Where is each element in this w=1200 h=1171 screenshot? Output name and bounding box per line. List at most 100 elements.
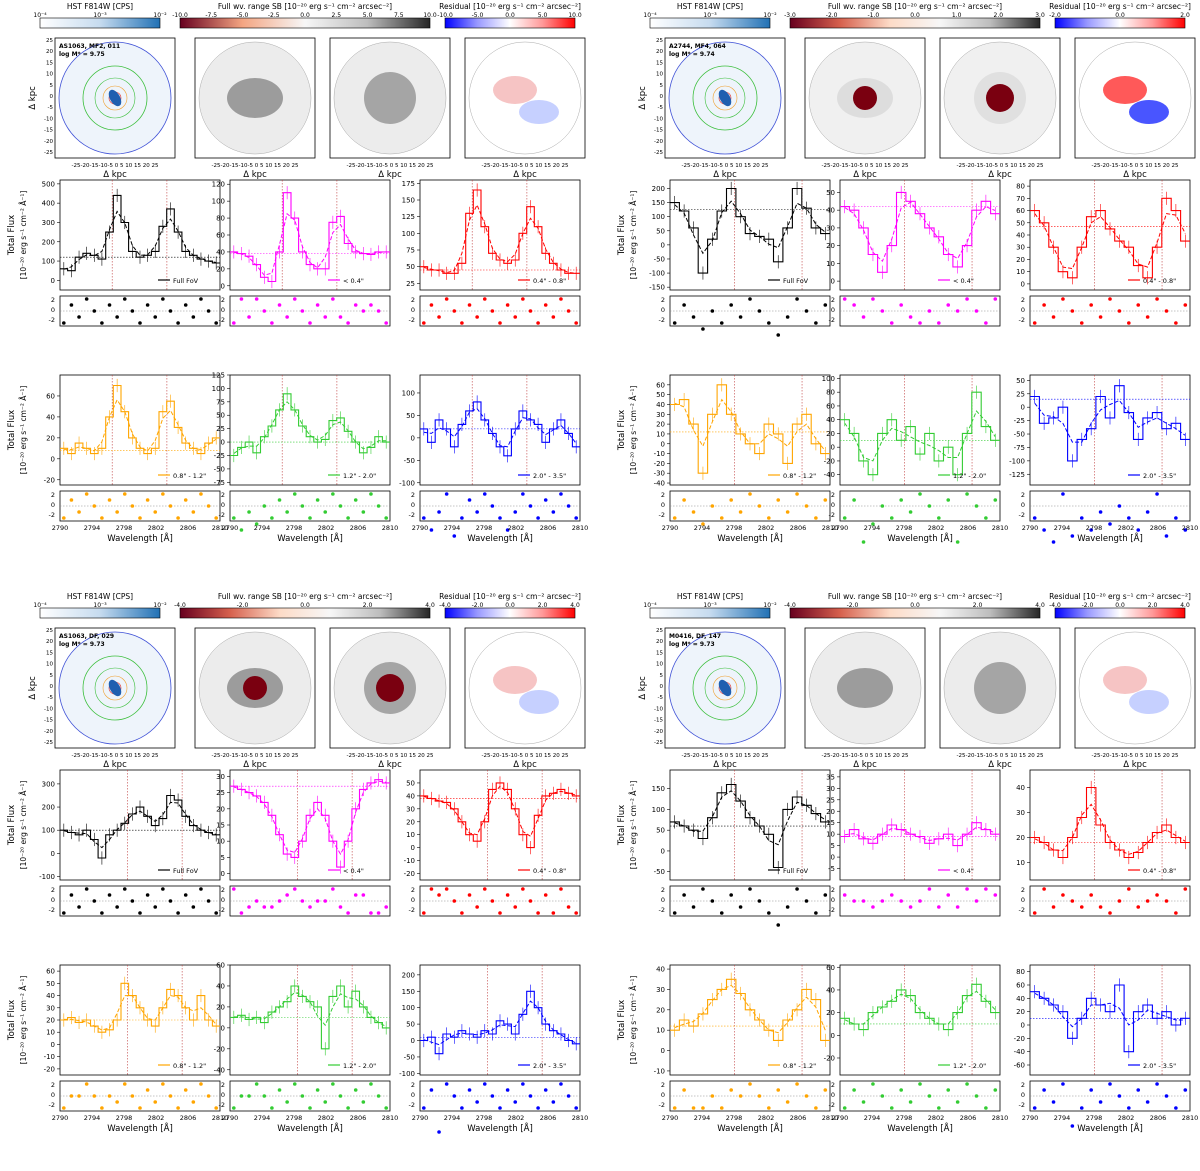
colorbar-title: Full wv. range SB [10⁻²⁰ erg s⁻¹ cm⁻² ar… bbox=[828, 2, 1002, 11]
residual-point bbox=[551, 1100, 556, 1104]
residual-point bbox=[308, 1106, 312, 1110]
residual-tick-label: 0 bbox=[51, 1091, 55, 1099]
residual-point bbox=[239, 911, 244, 915]
y-tick-label: 0 bbox=[411, 844, 415, 852]
wave-tick-label: 2802 bbox=[318, 524, 335, 532]
y-tick-label: 0 bbox=[221, 1024, 225, 1032]
wave-tick-label: 2794 bbox=[694, 524, 711, 532]
y-tick-label: -50 bbox=[654, 255, 665, 263]
residual-point bbox=[338, 905, 343, 909]
y-tick-label: 20 bbox=[826, 242, 835, 250]
residual-point bbox=[107, 498, 112, 502]
map-panel-4: -25-20-15-10-5 0 5 10 15 20 25Δ kpc bbox=[464, 627, 586, 770]
residual-point bbox=[270, 905, 274, 909]
residual-point bbox=[92, 309, 97, 313]
y-tick-label: 50 bbox=[1016, 219, 1025, 227]
residual-point bbox=[292, 297, 297, 301]
wave-x-label: Wavelength [Å] bbox=[717, 1122, 783, 1134]
residual-point bbox=[1117, 1094, 1122, 1098]
y-tick-label: -100 bbox=[399, 479, 415, 487]
y-tick-label: 20 bbox=[216, 805, 225, 813]
colorbar-title: HST F814W [CPS] bbox=[67, 592, 133, 601]
legend-label: 1.2" - 2.0" bbox=[343, 1062, 376, 1070]
wave-tick-label: 2810 bbox=[382, 524, 399, 532]
y-tick-label: -20 bbox=[1014, 1035, 1025, 1043]
residual-point bbox=[574, 321, 578, 325]
residual-point bbox=[1108, 1082, 1112, 1086]
y-tick-label: 20 bbox=[406, 818, 415, 826]
y-tick-label: 125 bbox=[212, 372, 225, 380]
residual-point bbox=[460, 321, 464, 325]
wave-tick-label: 2794 bbox=[254, 1114, 271, 1122]
residual-tick-label: -2 bbox=[219, 1101, 225, 1109]
residual-point bbox=[130, 309, 135, 313]
y-tick-label: 100 bbox=[402, 230, 415, 238]
y-tick-label: 10 bbox=[46, 1029, 55, 1037]
residual-point bbox=[346, 1106, 350, 1110]
residual-point bbox=[691, 510, 696, 514]
y-tick-label: 80 bbox=[216, 215, 225, 223]
y-tick-label: 0 bbox=[661, 241, 665, 249]
residual-point bbox=[437, 315, 441, 319]
residual-point bbox=[292, 1082, 297, 1086]
wave-tick-label: 2794 bbox=[84, 1114, 101, 1122]
residual-point bbox=[710, 1094, 715, 1098]
y-tick-label: 0 bbox=[221, 439, 225, 447]
residual-point bbox=[748, 1082, 752, 1086]
residual-point bbox=[1174, 516, 1178, 520]
y-tick-label: 35 bbox=[826, 773, 835, 781]
wave-tick-label: 2798 bbox=[286, 1114, 303, 1122]
residual-point bbox=[115, 1100, 119, 1104]
residual-point bbox=[338, 315, 343, 319]
y-tick-label: 20 bbox=[46, 1017, 55, 1025]
legend-label: Full FoV bbox=[783, 867, 809, 875]
residual-point bbox=[852, 303, 856, 307]
galaxy-label: M0416, DF, 147 bbox=[669, 633, 721, 640]
legend-label: 2.0" - 3.5" bbox=[1143, 1062, 1176, 1070]
residual-point bbox=[889, 321, 894, 325]
residual-tick-label: -2 bbox=[409, 316, 415, 324]
colorbar-tick: -1.0 bbox=[867, 12, 879, 19]
residual-point bbox=[183, 893, 188, 897]
residual-point bbox=[993, 1088, 998, 1092]
residual-point bbox=[543, 498, 548, 502]
residual-point bbox=[738, 1094, 743, 1098]
residual-point bbox=[69, 893, 74, 897]
residual-tick-label: -2 bbox=[409, 511, 415, 519]
residual-point bbox=[1127, 1106, 1131, 1110]
wave-tick-label: 2810 bbox=[382, 1114, 399, 1122]
map-x-ticks: -25-20-15-10-5 0 5 10 15 20 25 bbox=[482, 163, 569, 169]
y-tick-label: 40 bbox=[826, 986, 835, 994]
y-tick-label: 0 bbox=[831, 854, 835, 862]
y-tick-label: -150 bbox=[649, 284, 665, 292]
y-tick-label: -10 bbox=[44, 1053, 55, 1061]
residual-tick-label: -2 bbox=[1019, 511, 1025, 519]
aperture-circle bbox=[692, 65, 758, 131]
residual-point bbox=[955, 905, 960, 909]
residual-point bbox=[880, 504, 885, 508]
residual-point bbox=[384, 321, 388, 325]
wave-tick-label: 2810 bbox=[822, 1114, 839, 1122]
map-y-tick: 20 bbox=[46, 49, 53, 55]
residual-point bbox=[823, 1088, 828, 1092]
model-fit-line bbox=[63, 801, 217, 849]
residual-point bbox=[138, 1106, 142, 1110]
residual-point bbox=[823, 303, 828, 307]
residual-point bbox=[214, 911, 218, 915]
aperture-circle bbox=[102, 85, 128, 111]
legend-label: 2.0" - 3.5" bbox=[1143, 472, 1176, 480]
y-tick-label: -50 bbox=[214, 465, 225, 473]
y-tick-label: -10 bbox=[404, 857, 415, 865]
residual-point bbox=[871, 905, 875, 909]
wave-tick-label: 2798 bbox=[116, 524, 133, 532]
colorbar-title: Residual [10⁻²⁰ erg s⁻¹ cm⁻² arcsec⁻²] bbox=[1049, 2, 1191, 11]
residual-point bbox=[852, 899, 856, 903]
residual-point bbox=[460, 516, 464, 520]
residual-tick-label: 2 bbox=[831, 1081, 835, 1089]
residual-point bbox=[757, 309, 762, 313]
map-y-tick: 0 bbox=[660, 684, 664, 690]
y-tick-label: -40 bbox=[654, 480, 665, 488]
residual-point bbox=[927, 887, 932, 891]
